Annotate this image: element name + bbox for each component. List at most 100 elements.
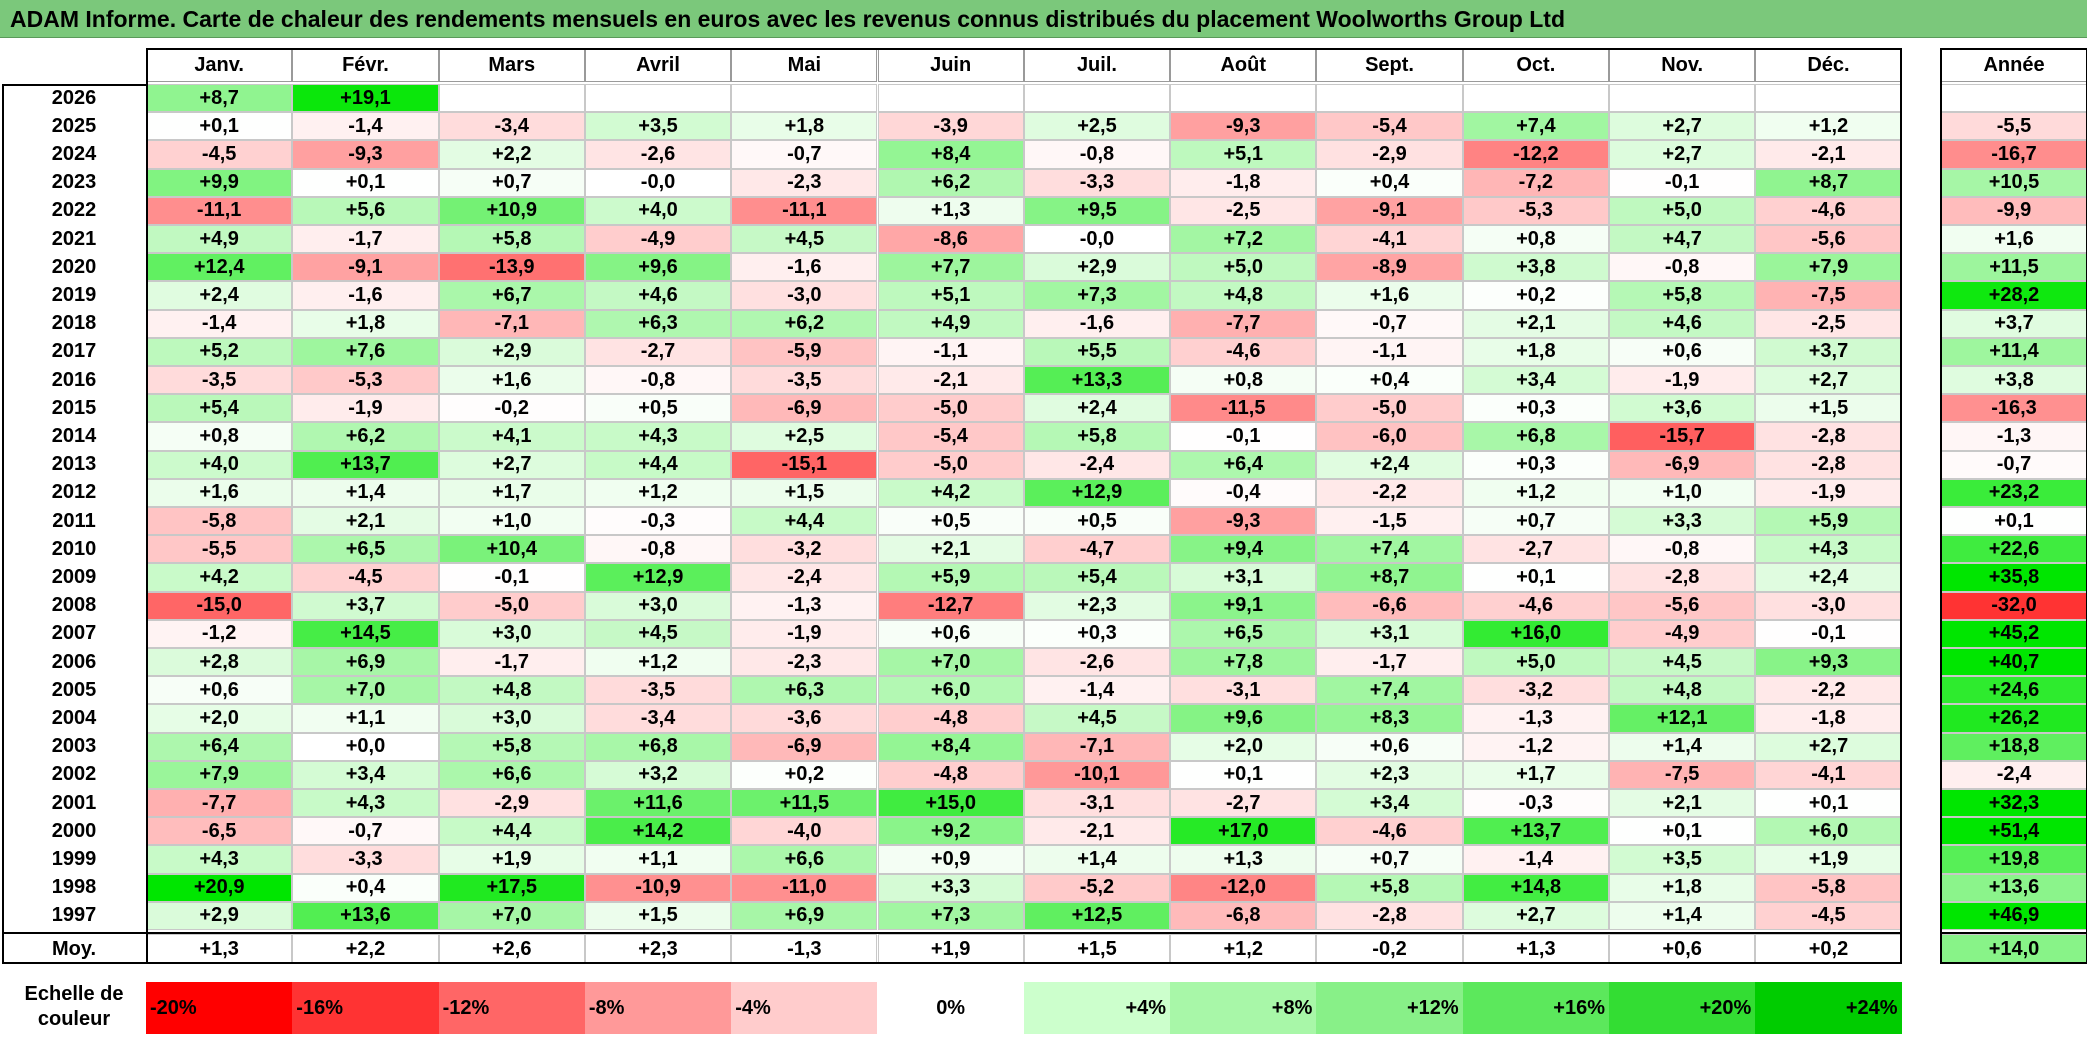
heatmap-cell: -5,4 bbox=[877, 422, 1024, 451]
annual-cell: +23,2 bbox=[1940, 478, 2087, 507]
heatmap-cell: -3,6 bbox=[731, 704, 878, 733]
heatmap-cell: -1,6 bbox=[731, 253, 878, 282]
heatmap-cell: +2,4 bbox=[1023, 394, 1171, 423]
annual-cell: +51,4 bbox=[1940, 817, 2087, 846]
heatmap-cell: +2,4 bbox=[146, 281, 293, 310]
heatmap-cell: +2,7 bbox=[1755, 732, 1902, 761]
heatmap-cell: -1,6 bbox=[1023, 309, 1171, 338]
heatmap-cell: -1,3 bbox=[731, 591, 878, 620]
heatmap-cell: -1,8 bbox=[1755, 704, 1902, 733]
heatmap-cell: +9,6 bbox=[584, 253, 732, 282]
heatmap-cell: +7,3 bbox=[877, 901, 1024, 930]
color-scale-swatch: 0% bbox=[877, 982, 1024, 1034]
heatmap-cell: -6,0 bbox=[1316, 422, 1463, 451]
heatmap-cell: -4,1 bbox=[1755, 760, 1902, 789]
heatmap-cell: -4,0 bbox=[731, 817, 878, 846]
heatmap-cell: +2,7 bbox=[1755, 366, 1902, 395]
heatmap-cell: +5,1 bbox=[877, 281, 1024, 310]
heatmap-cell: +8,4 bbox=[877, 140, 1024, 169]
heatmap-cell: -2,7 bbox=[1462, 535, 1609, 564]
heatmap-cell: -0,3 bbox=[1462, 789, 1609, 818]
heatmap-cell: -9,1 bbox=[292, 253, 439, 282]
heatmap-cell: +6,5 bbox=[1170, 619, 1317, 648]
heatmap-cell: -1,4 bbox=[146, 309, 293, 338]
heatmap-cell: +8,7 bbox=[1755, 168, 1902, 197]
heatmap-cell: +0,3 bbox=[1462, 450, 1609, 479]
annual-cell: -5,5 bbox=[1940, 112, 2087, 141]
heatmap-cell: +3,0 bbox=[584, 591, 732, 620]
heatmap-cell: +4,9 bbox=[877, 309, 1024, 338]
heatmap-cell: -0,8 bbox=[584, 535, 732, 564]
average-cell: +1,2 bbox=[1170, 934, 1317, 964]
year-label: 2013 bbox=[51, 453, 97, 476]
heatmap-cell: +0,5 bbox=[584, 394, 732, 423]
annual-cell: +32,3 bbox=[1940, 789, 2087, 818]
heatmap-cell: +1,2 bbox=[1462, 478, 1609, 507]
year-label: 2022 bbox=[51, 199, 97, 222]
heatmap-cell: -15,1 bbox=[731, 450, 878, 479]
heatmap-cell: +0,8 bbox=[1462, 225, 1609, 254]
heatmap-cell: +3,1 bbox=[1316, 619, 1463, 648]
heatmap-cell: +7,6 bbox=[292, 337, 439, 366]
heatmap-cell: +0,3 bbox=[1462, 394, 1609, 423]
heatmap-cell: +2,0 bbox=[1170, 732, 1317, 761]
heatmap-cell: +1,3 bbox=[877, 196, 1024, 225]
heatmap-cell: -4,5 bbox=[1755, 901, 1902, 930]
heatmap-cell: +0,7 bbox=[438, 168, 585, 197]
heatmap-cell: +0,7 bbox=[1316, 845, 1463, 874]
heatmap-cell: -2,7 bbox=[1170, 789, 1317, 818]
heatmap-cell: +0,1 bbox=[292, 168, 439, 197]
heatmap-cell: +4,2 bbox=[146, 563, 293, 592]
heatmap-cell: -0,7 bbox=[731, 140, 878, 169]
heatmap-cell: +13,7 bbox=[292, 450, 439, 479]
heatmap-cell bbox=[438, 84, 585, 113]
heatmap-cell: +4,6 bbox=[584, 281, 732, 310]
year-label: 2015 bbox=[51, 396, 97, 419]
year-label: 2026 bbox=[51, 86, 97, 109]
heatmap-cell: +4,8 bbox=[1609, 676, 1756, 705]
heatmap-cell: -6,9 bbox=[731, 732, 878, 761]
color-scale-swatch: +24% bbox=[1755, 982, 1902, 1034]
heatmap-cell: +7,0 bbox=[292, 676, 439, 705]
heatmap-cell: -6,6 bbox=[1316, 591, 1463, 620]
heatmap-cell: -10,1 bbox=[1023, 760, 1171, 789]
annual-cell: +45,2 bbox=[1940, 619, 2087, 648]
average-cell: +1,9 bbox=[877, 934, 1024, 964]
heatmap-cell: +3,7 bbox=[292, 591, 439, 620]
heatmap-cell: +4,8 bbox=[1170, 281, 1317, 310]
heatmap-cell: -3,9 bbox=[877, 112, 1024, 141]
heatmap-cell: +3,4 bbox=[1316, 789, 1463, 818]
heatmap-cell: +8,3 bbox=[1316, 704, 1463, 733]
month-header: Févr. bbox=[292, 48, 439, 82]
heatmap-cell: -3,4 bbox=[584, 704, 732, 733]
heatmap-cell: -0,1 bbox=[438, 563, 585, 592]
heatmap-cell: +1,2 bbox=[1755, 112, 1902, 141]
heatmap-cell: +7,2 bbox=[1170, 225, 1317, 254]
annual-cell: -2,4 bbox=[1940, 760, 2087, 789]
heatmap-cell: +0,1 bbox=[1170, 760, 1317, 789]
heatmap-cell: +2,1 bbox=[877, 535, 1024, 564]
heatmap-cell: +7,0 bbox=[877, 648, 1024, 677]
heatmap-cell: -0,8 bbox=[1023, 140, 1171, 169]
heatmap-cell: -2,4 bbox=[1023, 450, 1171, 479]
heatmap-cell: -1,8 bbox=[1170, 168, 1317, 197]
heatmap-cell: -5,2 bbox=[1023, 873, 1171, 902]
heatmap-cell: +5,8 bbox=[438, 732, 585, 761]
year-label: 2001 bbox=[51, 791, 97, 814]
heatmap-cell: -10,9 bbox=[584, 873, 732, 902]
heatmap-cell: +20,9 bbox=[146, 873, 293, 902]
heatmap-cell: +2,8 bbox=[146, 648, 293, 677]
annual-cell: +26,2 bbox=[1940, 704, 2087, 733]
heatmap-cell: -3,4 bbox=[438, 112, 585, 141]
heatmap-cell: +4,0 bbox=[146, 450, 293, 479]
heatmap-cell: +4,8 bbox=[438, 676, 585, 705]
heatmap-cell: +2,4 bbox=[1755, 563, 1902, 592]
heatmap-cell: +5,8 bbox=[1316, 873, 1463, 902]
heatmap-cell: -3,3 bbox=[292, 845, 439, 874]
heatmap-cell: -1,7 bbox=[1316, 648, 1463, 677]
heatmap-cell: +0,4 bbox=[292, 873, 439, 902]
heatmap-cell: +2,5 bbox=[1023, 112, 1171, 141]
heatmap-cell: +6,2 bbox=[292, 422, 439, 451]
heatmap-cell: +2,9 bbox=[146, 901, 293, 930]
heatmap-cell: -2,8 bbox=[1609, 563, 1756, 592]
